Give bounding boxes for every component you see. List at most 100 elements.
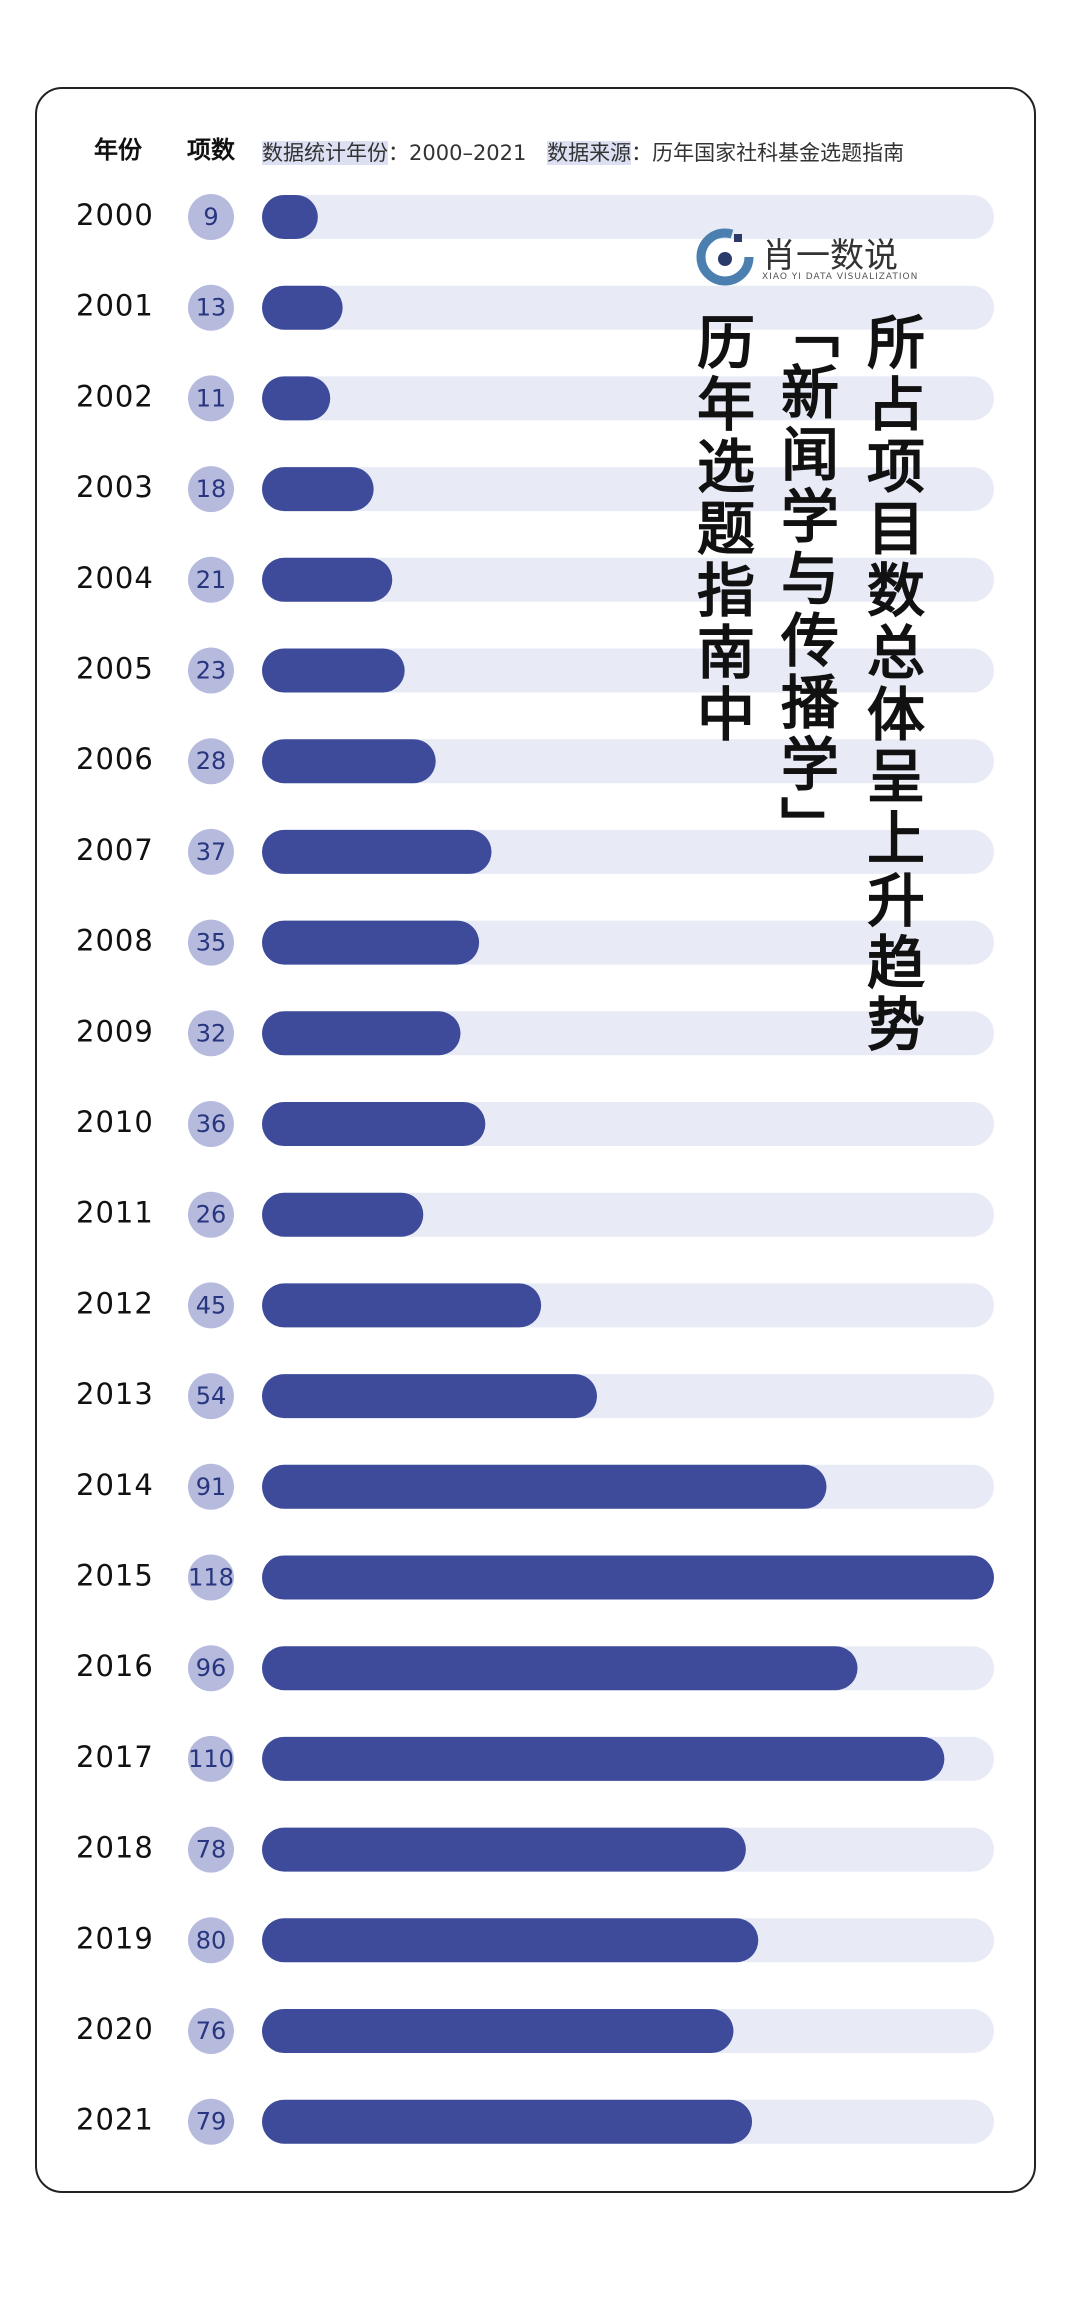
value-label: 35: [196, 929, 227, 957]
bar-track: [262, 739, 994, 784]
header-note: 数据统计年份：2000–2021 数据来源：历年国家社科基金选题指南: [262, 137, 904, 167]
bar: [262, 1827, 746, 1872]
value-badge: [188, 375, 234, 422]
year-label: 2012: [76, 1286, 154, 1320]
bar: [262, 1102, 486, 1146]
value-badge: [188, 2008, 234, 2054]
bar: [262, 648, 405, 693]
value-badge: [188, 1554, 234, 1601]
value-badge: [188, 1917, 234, 1964]
value-label: 18: [196, 475, 227, 503]
bar-track: [262, 285, 994, 330]
period: ：2000–2021: [388, 141, 527, 165]
bar: [262, 1918, 759, 1963]
bar-track: [262, 467, 994, 512]
bar: [262, 467, 374, 512]
value-label: 110: [188, 1745, 234, 1773]
value-label: 32: [196, 1019, 227, 1047]
year-label: 2007: [76, 833, 154, 867]
value-label: 37: [196, 838, 227, 866]
value-badge: [188, 2098, 234, 2145]
value-badge: [188, 647, 234, 694]
year-label: 2001: [76, 289, 154, 323]
title-line: 「新闻学与传播学」: [771, 300, 839, 858]
bar: [262, 1374, 597, 1419]
bar-track: [262, 376, 994, 421]
year-label: 2020: [76, 2012, 154, 2046]
value-label: 96: [196, 1654, 227, 1682]
bar: [262, 829, 492, 874]
year-label: 2014: [76, 1468, 154, 1502]
year-label: 2021: [76, 2103, 154, 2137]
title-line: 所占项目数总体呈上升趋势: [857, 312, 925, 1056]
year-label: 2005: [76, 652, 154, 686]
year-label: 2010: [76, 1105, 154, 1139]
year-label: 2000: [76, 198, 154, 232]
bar: [262, 1646, 858, 1691]
value-badge: [188, 828, 234, 875]
bar: [262, 2009, 734, 2053]
bar: [262, 1283, 542, 1328]
bar-track: [262, 195, 994, 239]
year-label: 2011: [76, 1196, 154, 1230]
value-badge: [188, 1282, 234, 1329]
value-label: 79: [196, 2108, 227, 2136]
year-label: 2009: [76, 1014, 154, 1048]
year-label: 2002: [76, 379, 154, 413]
year-label: 2017: [76, 1740, 154, 1774]
bar: [262, 2099, 753, 2144]
bar: [262, 557, 393, 602]
value-header: 项数: [187, 136, 236, 164]
year-label: 2008: [76, 924, 154, 958]
bar-track: [262, 648, 994, 693]
year-label: 2004: [76, 561, 154, 595]
value-label: 118: [188, 1564, 234, 1592]
value-badge: [188, 194, 234, 240]
value-badge: [188, 919, 234, 966]
value-label: 45: [196, 1291, 227, 1319]
value-badge: [188, 1826, 234, 1873]
value-badge: [188, 1463, 234, 1510]
bar: [262, 1192, 424, 1237]
bar: [262, 1555, 994, 1600]
value-label: 13: [196, 294, 227, 322]
value-label: 80: [196, 1926, 227, 1954]
value-label: 9: [203, 203, 218, 231]
value-badge: [188, 1645, 234, 1692]
bar: [262, 376, 331, 421]
bar: [262, 1464, 827, 1509]
value-badge: [188, 1735, 234, 1782]
brand-logo: 肖一数说 XIAO YI DATA VISUALIZATION: [696, 228, 926, 288]
year-label: 2003: [76, 470, 154, 504]
card-border: [35, 87, 1036, 2193]
bar: [262, 920, 480, 965]
bar: [262, 739, 436, 784]
year-label: 2013: [76, 1377, 154, 1411]
value-label: 36: [196, 1110, 227, 1138]
value-badge: [188, 1010, 234, 1057]
bar-track: [262, 1192, 994, 1237]
value-badge: [188, 284, 234, 331]
value-badge: [188, 1191, 234, 1238]
year-label: 2006: [76, 742, 154, 776]
bar: [262, 195, 318, 239]
year-label: 2015: [76, 1559, 154, 1593]
value-label: 23: [196, 657, 227, 685]
title-line: 历年选题指南中: [687, 312, 755, 746]
value-label: 21: [196, 566, 227, 594]
value-badge: [188, 556, 234, 603]
year-label: 2018: [76, 1831, 154, 1865]
year-label: 2016: [76, 1649, 154, 1683]
bar: [262, 1011, 461, 1056]
value-label: 28: [196, 747, 227, 775]
source: ：历年国家社科基金选题指南: [631, 141, 905, 165]
value-label: 78: [196, 1836, 227, 1864]
value-label: 91: [196, 1473, 227, 1501]
brand-subtitle: XIAO YI DATA VISUALIZATION: [762, 272, 919, 282]
value-badge: [188, 1373, 234, 1420]
value-badge: [188, 1101, 234, 1147]
period-label: 数据统计年份: [262, 141, 388, 165]
bar-track: [262, 557, 994, 602]
brand-icon: [696, 228, 754, 286]
